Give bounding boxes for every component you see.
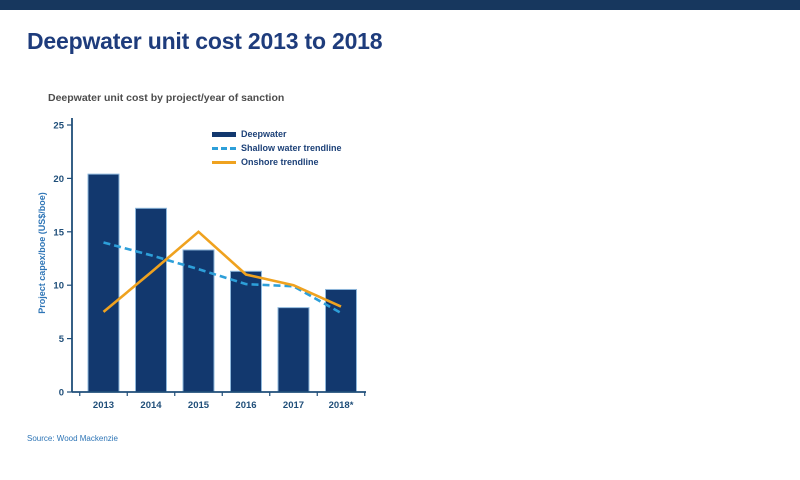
- header-accent-bar: [0, 0, 800, 10]
- bar-2013: [87, 173, 120, 393]
- x-tick-label: 2015: [188, 400, 210, 411]
- legend-item-deepwater: Deepwater: [212, 127, 342, 141]
- shallow-water-trendline: [103, 241, 342, 315]
- x-tick-label: 2018*: [329, 400, 354, 411]
- x-tick-label: 2017: [283, 400, 304, 411]
- legend-label-onshore: Onshore trendline: [241, 157, 319, 167]
- y-tick-label: 0: [59, 388, 64, 399]
- chart-title: Deepwater unit cost by project/year of s…: [48, 92, 285, 104]
- legend-item-shallow-water: Shallow water trendline: [212, 141, 342, 155]
- x-tick-label: 2013: [93, 400, 114, 411]
- chart-legend: Deepwater Shallow water trendline Onshor…: [212, 127, 342, 169]
- bar-2018*: [325, 288, 357, 393]
- onshore-trendline: [102, 230, 342, 313]
- x-tick-label: 2014: [140, 400, 162, 411]
- bar-2014: [135, 207, 167, 393]
- y-axis-title: Project capex/boe (US$/boe): [37, 192, 47, 314]
- onshore-line-swatch-icon: [212, 160, 236, 164]
- shallow-water-dashed-line-swatch-icon: [212, 146, 236, 150]
- y-tick-label: 25: [53, 121, 64, 132]
- x-tick-label: 2016: [235, 400, 256, 411]
- y-tick-label: 20: [53, 174, 64, 185]
- page-title: Deepwater unit cost 2013 to 2018: [27, 28, 383, 54]
- legend-label-deepwater: Deepwater: [241, 129, 287, 139]
- deepwater-bar-swatch-icon: [212, 131, 236, 137]
- source-note: Source: Wood Mackenzie: [27, 434, 119, 443]
- y-tick-label: 5: [59, 334, 65, 345]
- legend-label-shallow-water: Shallow water trendline: [241, 143, 342, 153]
- y-tick-label: 15: [53, 227, 64, 238]
- bar-2017: [277, 307, 310, 393]
- y-tick-label: 10: [53, 281, 64, 292]
- bar-2016: [230, 270, 262, 393]
- bar-2015: [182, 249, 215, 393]
- legend-item-onshore: Onshore trendline: [212, 155, 342, 169]
